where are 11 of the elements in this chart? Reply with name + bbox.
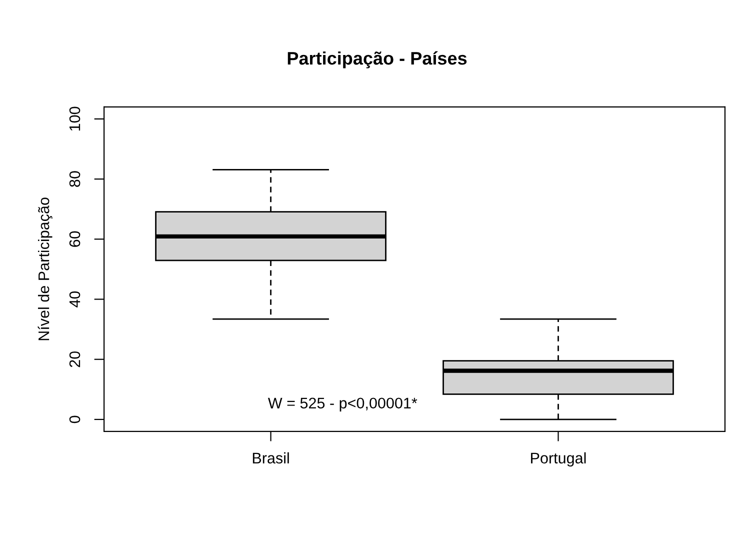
y-tick-label: 100 — [69, 106, 80, 131]
y-tick-label: 80 — [69, 171, 80, 187]
y-tick-label: 40 — [69, 291, 80, 308]
chart-title: Participação - Países — [288, 51, 467, 68]
y-tick-label: 0 — [69, 416, 80, 424]
y-tick-label: 20 — [69, 351, 80, 368]
x-tick-label: Brasil — [252, 452, 289, 464]
y-tick-label: 60 — [69, 231, 80, 247]
y-axis-title: Nível de Participação — [38, 198, 52, 340]
annotation: W = 525 - p<0,00001* — [268, 398, 418, 412]
x-tick-label: Portugal — [531, 452, 586, 467]
